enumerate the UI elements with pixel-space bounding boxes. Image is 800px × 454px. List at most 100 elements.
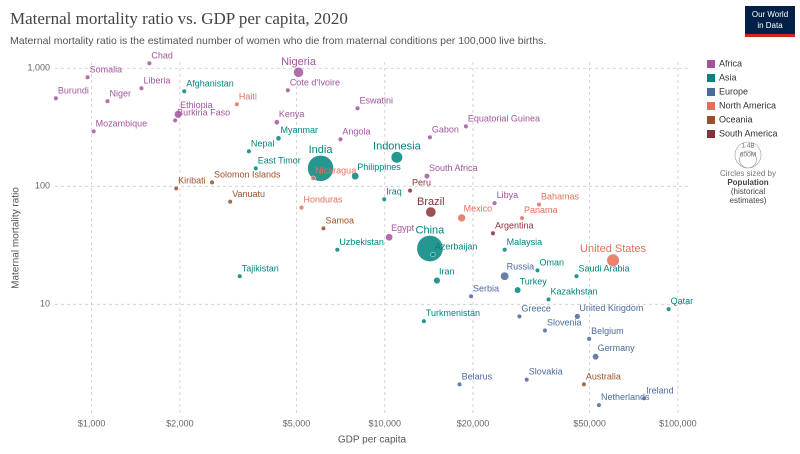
point-label: Nepal <box>251 138 275 148</box>
point <box>334 247 340 253</box>
point-label: China <box>416 224 446 236</box>
y-axis-title: Maternal mortality ratio <box>11 187 22 289</box>
chart-title: Maternal mortality ratio vs. GDP per cap… <box>10 9 348 28</box>
point-label: Uzbekistan <box>339 237 384 247</box>
point-label: Slovakia <box>529 367 563 377</box>
point-label: Haiti <box>239 91 257 101</box>
point-label: Argentina <box>495 220 534 230</box>
point <box>425 206 437 218</box>
point <box>246 148 252 154</box>
point <box>310 175 316 181</box>
point <box>502 247 508 253</box>
size-legend-title: Circles sized by <box>720 169 776 178</box>
point-label: Libya <box>497 190 519 200</box>
point-label: Honduras <box>303 195 343 205</box>
point-label: Tajikistan <box>242 263 279 273</box>
point <box>91 128 97 134</box>
x-tick-label: $20,000 <box>457 418 490 428</box>
x-tick-label: $1,000 <box>78 418 106 428</box>
point <box>293 66 304 78</box>
point <box>298 205 305 211</box>
point-label: Mexico <box>464 203 493 213</box>
point-label: Egypt <box>391 223 415 233</box>
point <box>457 381 463 387</box>
point <box>519 215 525 221</box>
point <box>227 199 233 205</box>
point-label: Ireland <box>646 385 674 395</box>
point-label: Kiribati <box>178 175 206 185</box>
point <box>492 200 498 206</box>
point <box>172 117 178 123</box>
point <box>351 172 360 181</box>
point-label: Iraq <box>386 186 402 196</box>
point-label: Greece <box>521 303 551 313</box>
point <box>237 273 243 279</box>
x-tick-label: $5,000 <box>283 418 311 428</box>
point <box>423 173 430 180</box>
point <box>666 306 672 312</box>
point <box>407 188 413 194</box>
point-label: Qatar <box>671 296 694 306</box>
point <box>390 151 403 164</box>
logo-text: Our World <box>752 10 788 19</box>
legend-label: Oceania <box>719 114 753 124</box>
point-label: Angola <box>342 126 370 136</box>
point <box>138 85 144 91</box>
point <box>307 155 334 182</box>
point-label: Turkey <box>520 276 548 286</box>
point-label: Cote d'Ivoire <box>290 77 340 87</box>
point <box>592 353 600 361</box>
point <box>534 267 541 273</box>
point-label: Belarus <box>462 371 493 381</box>
point <box>427 134 433 140</box>
x-tick-label: $10,000 <box>368 418 401 428</box>
point <box>285 87 291 93</box>
legend-swatch <box>707 60 715 68</box>
legend-label: Africa <box>719 58 742 68</box>
point-label: Netherlands <box>601 392 650 402</box>
point <box>354 105 361 111</box>
point <box>320 225 327 231</box>
y-tick-label: 100 <box>35 181 50 191</box>
point-label: Belgium <box>591 326 624 336</box>
point-label: Turkmenistan <box>426 308 480 318</box>
point <box>416 235 444 262</box>
point <box>536 202 542 208</box>
size-legend-title: estimates) <box>730 196 767 205</box>
point-label: Equatorial Guinea <box>468 113 540 123</box>
logo-box <box>745 6 795 36</box>
point-label: Philippines <box>357 162 401 172</box>
size-legend-circle <box>739 150 757 169</box>
point <box>234 101 240 107</box>
point-label: Ethiopia <box>180 100 213 110</box>
legend-label: North America <box>719 100 776 110</box>
point-label: Kazakhstan <box>551 287 598 297</box>
point-label: Afghanistan <box>186 78 234 88</box>
point-label: Bahamas <box>541 192 580 202</box>
point <box>545 296 552 302</box>
logo-text: in Data <box>757 21 783 30</box>
legend-label: Asia <box>719 72 737 82</box>
point <box>146 60 152 66</box>
legend-label: South America <box>719 128 778 138</box>
chart-subtitle: Maternal mortality ratio is the estimate… <box>10 35 546 47</box>
point-label: Oman <box>540 257 565 267</box>
point <box>275 135 282 142</box>
point-label: Slovenia <box>547 318 582 328</box>
point-label: Chad <box>151 50 173 60</box>
point <box>573 273 580 279</box>
point-label: Malaysia <box>507 237 543 247</box>
legend-swatch <box>707 74 715 82</box>
point-label: Burkina Faso <box>177 107 230 117</box>
point <box>174 110 183 119</box>
point-label: Serbia <box>473 283 499 293</box>
point-label: Iran <box>439 267 455 277</box>
logo-bar <box>745 34 795 37</box>
point-label: Peru <box>412 178 431 188</box>
point-label: Mozambique <box>96 118 148 128</box>
logo: Our World in Data <box>745 6 795 37</box>
point-label: Azerbaijan <box>435 242 478 252</box>
point <box>516 313 522 319</box>
point <box>581 381 587 387</box>
point <box>457 213 466 223</box>
